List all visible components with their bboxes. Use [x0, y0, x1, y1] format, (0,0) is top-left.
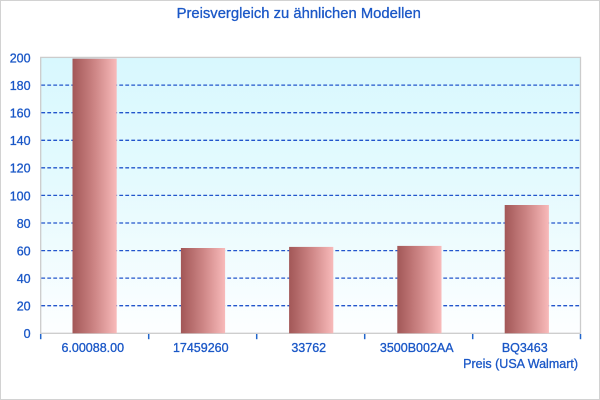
svg-text:3500B002AA: 3500B002AA: [380, 341, 454, 355]
svg-text:100: 100: [10, 189, 31, 203]
svg-text:120: 120: [10, 162, 31, 176]
svg-text:6.00088.00: 6.00088.00: [61, 341, 124, 355]
svg-text:0: 0: [24, 327, 31, 341]
svg-text:200: 200: [10, 51, 31, 65]
svg-text:60: 60: [17, 245, 31, 259]
svg-text:Preis (USA Walmart): Preis (USA Walmart): [463, 357, 578, 371]
svg-text:Preisvergleich zu ähnlichen Mo: Preisvergleich zu ähnlichen Modellen: [177, 6, 421, 22]
svg-text:180: 180: [10, 79, 31, 93]
svg-text:140: 140: [10, 134, 31, 148]
svg-text:20: 20: [17, 300, 31, 314]
svg-text:80: 80: [17, 217, 31, 231]
svg-text:33762: 33762: [291, 341, 326, 355]
svg-text:40: 40: [17, 272, 31, 286]
svg-text:17459260: 17459260: [173, 341, 229, 355]
svg-text:BQ3463: BQ3463: [502, 341, 548, 355]
svg-text:160: 160: [10, 107, 31, 121]
